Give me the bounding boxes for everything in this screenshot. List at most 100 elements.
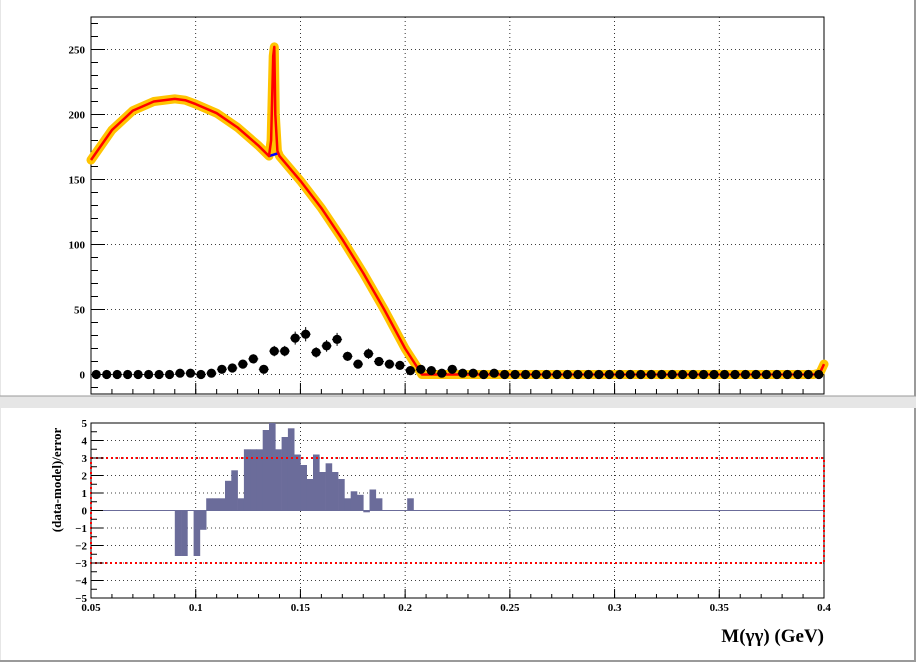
- residual-y-tick-label: 5: [82, 418, 88, 430]
- data-point: [437, 368, 447, 378]
- data-point: [447, 364, 457, 374]
- pad-separator: [0, 396, 916, 408]
- data-point: [814, 369, 824, 380]
- residual-bar: [369, 489, 377, 511]
- data-point: [740, 369, 751, 380]
- data-point: [248, 354, 258, 364]
- data-point: [416, 364, 426, 374]
- residual-bar: [269, 423, 276, 511]
- data-point: [646, 369, 656, 380]
- residual-x-tick-label: 0.3: [608, 602, 622, 614]
- data-point: [793, 369, 803, 380]
- residual-x-tick-label: 0.05: [81, 602, 101, 614]
- residual-bar: [218, 498, 226, 511]
- data-point: [353, 359, 363, 369]
- data-point: [479, 369, 489, 380]
- data-point: [772, 369, 782, 380]
- fit-y-tick-label: 200: [69, 110, 86, 122]
- data-point: [322, 341, 332, 351]
- data-point: [426, 366, 436, 376]
- residual-x-tick-label: 0.15: [291, 602, 311, 614]
- residual-bar: [363, 510, 370, 513]
- data-point: [102, 369, 112, 380]
- residual-bar: [357, 494, 364, 511]
- data-point: [374, 356, 384, 367]
- residual-x-tick-label: 0.25: [500, 602, 520, 614]
- data-point: [667, 369, 677, 380]
- residual-bar: [319, 472, 326, 511]
- data-point: [510, 369, 520, 380]
- residual-y-tick-label: −4: [75, 576, 87, 588]
- data-point: [280, 346, 290, 356]
- residual-bar: [199, 510, 207, 530]
- data-point: [782, 369, 792, 380]
- data-point: [154, 369, 164, 380]
- residual-bar: [338, 479, 345, 511]
- residual-bar: [212, 498, 220, 511]
- data-point: [458, 368, 468, 378]
- fit-panel: 0 50 100 150 200 250: [69, 16, 829, 395]
- residual-bar: [237, 498, 245, 511]
- residual-bar: [174, 510, 182, 556]
- data-point: [217, 364, 227, 374]
- data-point: [123, 369, 133, 380]
- data-point: [594, 369, 604, 380]
- residual-bar: [281, 437, 289, 511]
- residual-x-tick-label: 0.4: [817, 602, 831, 614]
- residual-bar: [231, 470, 238, 511]
- data-point: [196, 369, 206, 380]
- residual-bar: [331, 472, 339, 511]
- residual-x-tick-label: 0.35: [710, 602, 730, 614]
- data-point: [269, 346, 279, 356]
- data-point: [751, 369, 761, 380]
- residual-panel: −5 −4 −3 −2 −1 0 1 2 3 4 5 0.05 0.1 0.15 0.2 0.25 0.3 0.3…: [49, 418, 831, 647]
- fit-series: [86, 42, 829, 380]
- data-point: [143, 369, 154, 380]
- data-point: [489, 368, 499, 378]
- data-point: [604, 369, 614, 380]
- residual-bar: [287, 428, 295, 511]
- data-point: [583, 369, 593, 380]
- residual-bar: [243, 449, 251, 511]
- data-point: [206, 368, 217, 378]
- residual-bar: [300, 465, 307, 511]
- data-point: [573, 369, 583, 380]
- data-point: [678, 369, 688, 380]
- data-point: [468, 368, 478, 378]
- data-point: [552, 369, 562, 380]
- data-point: [301, 329, 311, 339]
- residual-bar: [181, 510, 188, 556]
- data-point: [531, 369, 541, 380]
- residual-y-tick-label: −2: [75, 541, 87, 553]
- data-point: [185, 368, 196, 378]
- fit-axes: 0 50 100 150 200 250: [69, 23, 825, 394]
- residual-y-tick-label: 2: [82, 471, 88, 483]
- data-point: [625, 369, 635, 380]
- data-point: [290, 333, 300, 343]
- fit-y-tick-label: 0: [80, 370, 86, 382]
- residual-y-axis-title: (data-model)/error: [49, 428, 64, 533]
- residual-y-tick-label: 3: [82, 453, 88, 465]
- data-point: [657, 369, 667, 380]
- data-point: [541, 369, 552, 380]
- data-point: [719, 369, 730, 380]
- data-point: [332, 334, 342, 344]
- residual-bar: [256, 449, 263, 511]
- residual-bar: [262, 430, 270, 511]
- residual-bar: [350, 491, 358, 511]
- data-point: [803, 369, 813, 380]
- data-point: [520, 369, 531, 380]
- data-point: [342, 351, 353, 361]
- fit-y-tick-label: 150: [69, 175, 86, 187]
- data-point: [384, 359, 395, 369]
- data-point: [91, 369, 101, 380]
- data-point: [395, 360, 405, 370]
- residual-y-tick-label: −5: [75, 593, 87, 605]
- residual-y-tick-label: 4: [82, 436, 88, 448]
- data-point: [688, 369, 698, 380]
- data-point: [636, 369, 646, 380]
- residual-axes: −5 −4 −3 −2 −1 0 1 2 3 4 5 0.05 0.1 0.15 0.2 0.25 0.3 0.3…: [75, 418, 831, 614]
- data-point: [133, 369, 143, 380]
